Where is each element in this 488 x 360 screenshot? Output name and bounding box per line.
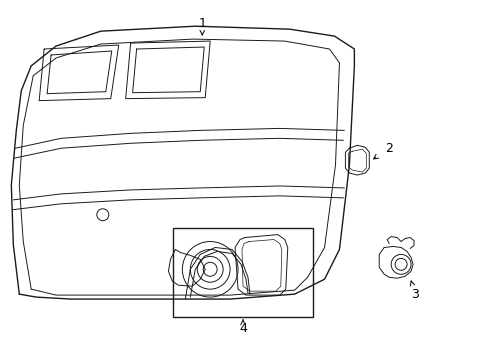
Text: 3: 3 (410, 288, 418, 301)
Bar (173, 228, 312, 317)
Text: 2: 2 (385, 142, 392, 155)
Text: 1: 1 (198, 17, 206, 30)
Text: 4: 4 (239, 322, 246, 336)
